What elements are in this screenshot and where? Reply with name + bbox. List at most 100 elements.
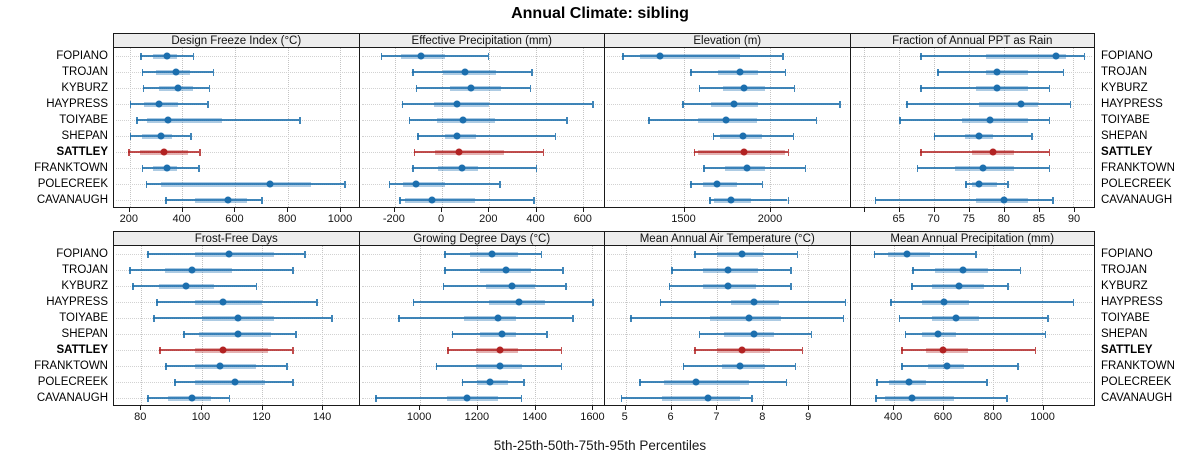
whisker-cap-left	[401, 100, 404, 108]
median-dot	[467, 84, 475, 92]
axis-tick-label: 80	[134, 411, 147, 423]
whisker-cap-left	[412, 164, 414, 172]
median-dot	[225, 250, 233, 258]
axis-tick	[893, 406, 895, 410]
whisker-cap-right	[844, 298, 847, 306]
percentile-whisker	[920, 151, 1049, 153]
median-dot	[155, 100, 163, 108]
panel-axis: 5 6 7 8 9	[604, 406, 850, 426]
axis-tick	[419, 406, 421, 410]
whisker-cap-right	[286, 362, 288, 370]
interquartile-band	[442, 69, 496, 75]
whisker-cap-left	[128, 148, 130, 156]
median-dot	[174, 84, 182, 92]
gridline-horizontal	[116, 398, 357, 399]
whisker-cap-right	[1031, 132, 1033, 140]
x-axis-caption: 5th-25th-50th-75th-95th Percentiles	[493, 438, 707, 453]
whisker-cap-left	[873, 250, 876, 258]
percentile-whisker	[712, 135, 793, 137]
whisker-cap-right	[560, 362, 563, 370]
whisker-cap-right	[565, 282, 567, 290]
percentile-whisker	[620, 397, 752, 399]
gridline-horizontal	[116, 56, 357, 57]
whisker-cap-left	[703, 164, 705, 172]
axis-tick	[200, 406, 202, 410]
panel-plot	[358, 246, 605, 406]
whisker-cap-right	[190, 132, 192, 140]
median-dot	[975, 132, 983, 140]
whisker-cap-right	[1048, 164, 1051, 172]
median-dot	[903, 250, 911, 258]
whisker-cap-left	[153, 314, 155, 322]
whisker-cap-left	[916, 164, 919, 172]
axis-tick	[762, 406, 764, 410]
axis-tick-label: -200	[382, 213, 405, 225]
axis-tick-label: 90	[1067, 213, 1081, 225]
percentile-whisker	[630, 317, 843, 319]
axis-tick	[441, 208, 443, 212]
whisker-cap-left	[147, 250, 149, 258]
median-dot	[743, 164, 751, 172]
whisker-cap-left	[442, 282, 445, 290]
percentile-whisker	[129, 103, 208, 105]
station-label-left: FOPIANO	[56, 50, 108, 62]
whisker-cap-right	[785, 378, 788, 386]
whisker-cap-right	[533, 196, 535, 204]
median-dot	[453, 132, 461, 140]
station-label-right: HAYPRESS	[1101, 98, 1163, 110]
axis-tick-label: 1000	[406, 411, 432, 423]
median-dot	[934, 330, 942, 338]
gridline-vertical	[287, 48, 289, 207]
panel-title: Elevation (m)	[693, 34, 762, 47]
station-label-left: TROJAN	[62, 66, 108, 78]
panel-axis: 1500 2000	[604, 208, 850, 228]
axis-tick-label: 600	[573, 213, 592, 225]
percentile-whisker	[920, 55, 1084, 57]
whisker-cap-right	[1007, 180, 1009, 188]
percentile-whisker	[147, 397, 229, 399]
gridline-vertical	[441, 48, 443, 207]
whisker-cap-right	[1083, 52, 1086, 60]
percentile-whisker	[447, 349, 561, 351]
whisker-cap-left	[659, 298, 662, 306]
whisker-cap-right	[208, 84, 211, 92]
whisker-cap-right	[560, 346, 563, 354]
station-label-right: KYBURZ	[1101, 82, 1148, 94]
median-dot	[724, 282, 732, 290]
percentile-whisker	[920, 87, 1049, 89]
median-dot	[188, 394, 196, 402]
whisker-cap-right	[794, 362, 797, 370]
gridline-vertical	[943, 246, 945, 405]
axis-tick	[488, 208, 490, 212]
median-dot	[952, 314, 960, 322]
whisker-cap-left	[183, 330, 185, 338]
station-label-left: FRANKTOWN	[34, 162, 108, 174]
whisker-cap-left	[129, 132, 132, 140]
whisker-cap-left	[435, 362, 438, 370]
median-dot	[515, 298, 523, 306]
axis-tick-label: 8	[759, 411, 766, 423]
station-label-left: SATTLEY	[56, 344, 108, 356]
axis-tick	[287, 208, 289, 212]
whisker-cap-right	[487, 52, 490, 60]
gridline-horizontal	[116, 168, 357, 169]
axis-tick-label: 1200	[464, 411, 490, 423]
panel-strip: Elevation (m)	[604, 33, 851, 48]
axis-tick-label: 600	[933, 411, 953, 423]
median-dot	[231, 378, 239, 386]
whisker-cap-left	[408, 116, 411, 124]
median-dot	[219, 298, 227, 306]
median-dot	[219, 346, 227, 354]
panel-strip: Design Freeze Index (°C)	[113, 33, 360, 48]
whisker-cap-left	[898, 314, 901, 322]
gridline-horizontal	[116, 136, 357, 137]
whisker-cap-left	[141, 164, 144, 172]
whisker-cap-left	[690, 68, 692, 76]
whisker-cap-left	[875, 394, 877, 402]
median-dot	[488, 250, 496, 258]
gridline-horizontal	[116, 72, 357, 73]
station-label-right: HAYPRESS	[1101, 296, 1163, 308]
panel-plot	[358, 48, 605, 208]
whisker-cap-left	[622, 52, 624, 60]
station-label-right: FRANKTOWN	[1101, 162, 1175, 174]
